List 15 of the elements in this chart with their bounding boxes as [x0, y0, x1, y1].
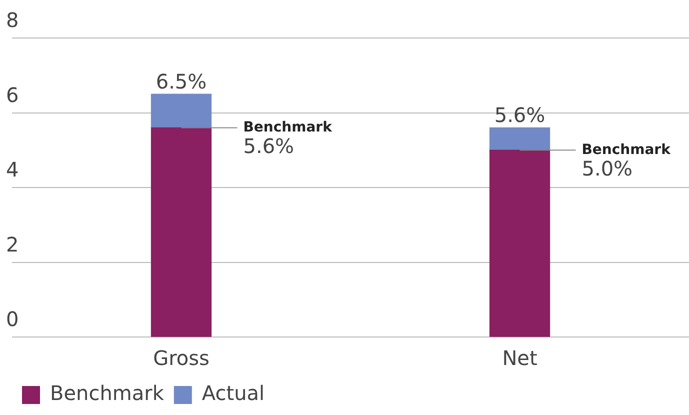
y-tick-label: 0: [6, 307, 19, 332]
y-tick-label: 4: [6, 158, 19, 182]
y-tick-label: 6: [6, 82, 19, 107]
y-tick-label: 2: [6, 232, 19, 256]
x-tick-label: Gross: [153, 346, 210, 370]
x-tick-label: Net: [502, 346, 538, 370]
total-label: 6.5%: [156, 69, 207, 94]
legend-label: Actual: [202, 381, 265, 406]
annotation: Benchmark: [243, 119, 333, 136]
data-label: 5.6%: [243, 134, 294, 158]
legend-label: Benchmark: [50, 381, 164, 406]
annotation: Benchmark: [582, 142, 672, 158]
total-label: 5.6%: [494, 102, 546, 127]
y-tick-label: 8: [6, 8, 19, 32]
data-label: 5.0%: [582, 156, 633, 180]
